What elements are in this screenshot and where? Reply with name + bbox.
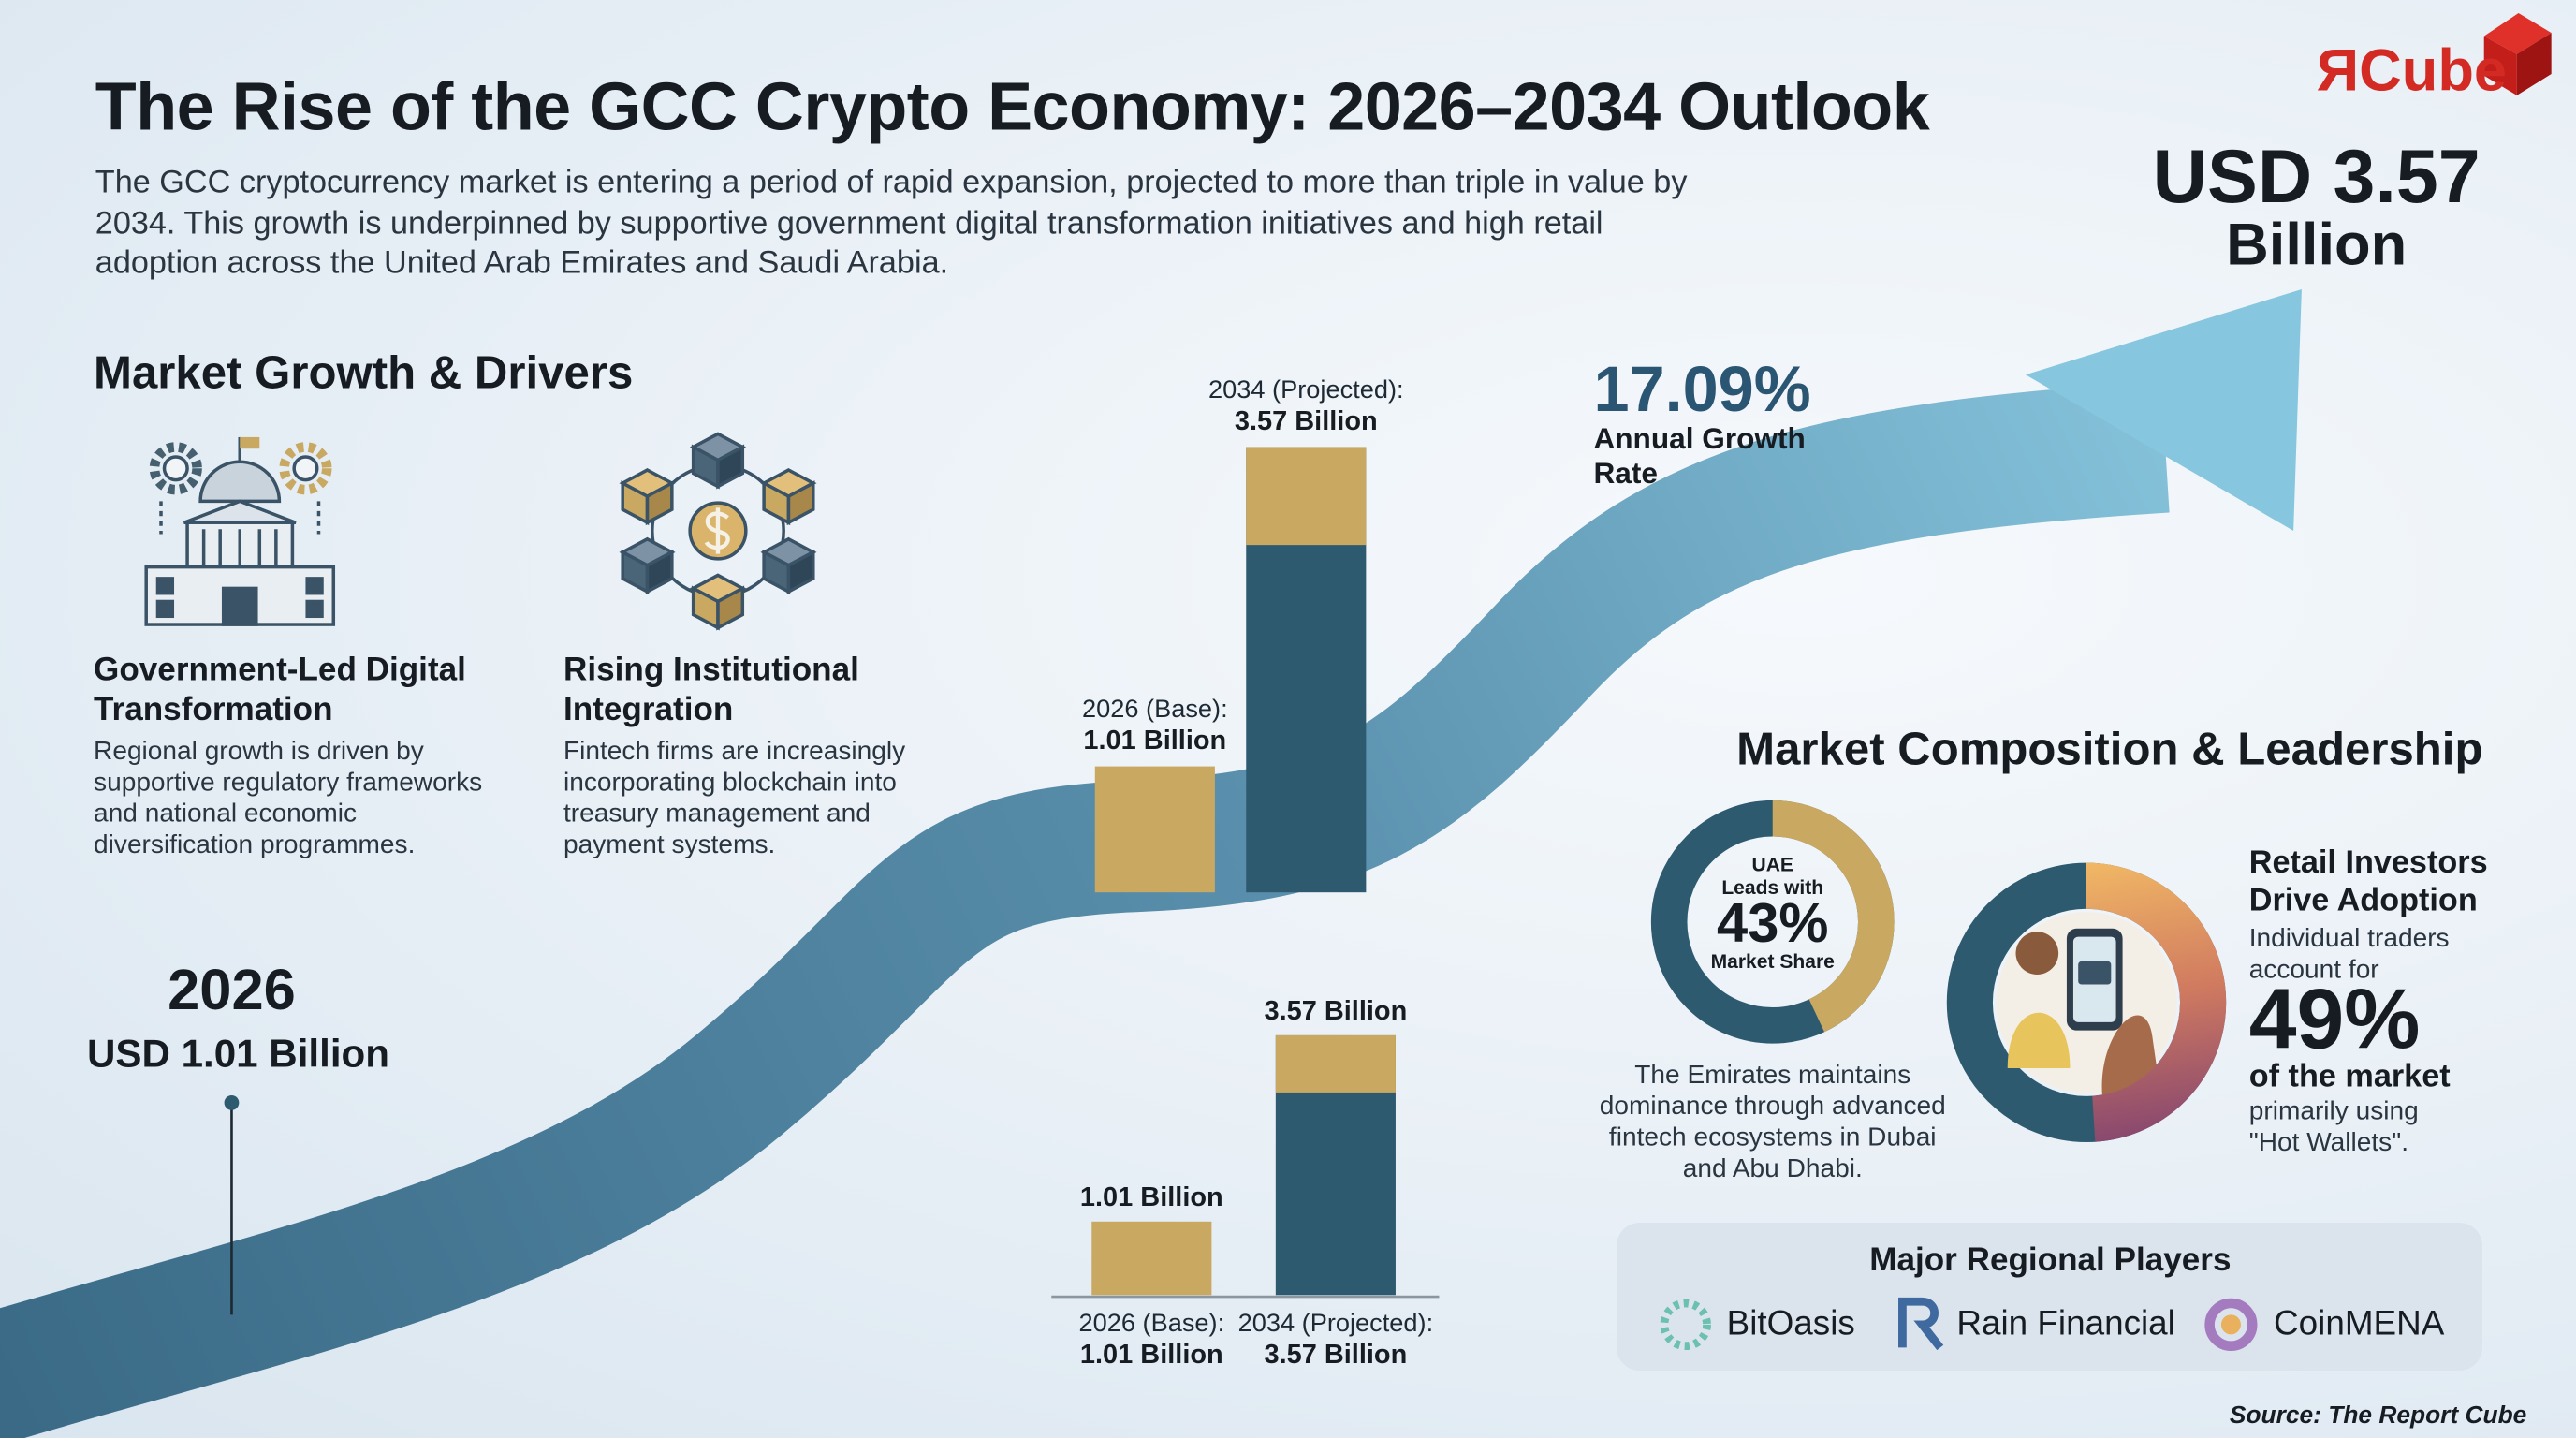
section-heading: Market Growth & Drivers (94, 346, 634, 398)
players-panel (1617, 1223, 2482, 1372)
bar-cap (1275, 1034, 1396, 1093)
bar-cap (1246, 447, 1367, 546)
category-label: 2034 (Projected): (1208, 374, 1404, 404)
category-label: 2026 (Base): (1078, 1308, 1224, 1337)
donut-segment (1772, 800, 1895, 1033)
growth-label: Annual Growth Rate (1593, 422, 1806, 491)
wallet (2078, 961, 2112, 985)
value-label: 3.57 Billion (1235, 406, 1378, 436)
category-label: 2026 (Base): (1082, 694, 1228, 723)
players-heading: Major Regional Players (1869, 1242, 2232, 1279)
cube-top (2483, 13, 2552, 54)
cube-right (2516, 33, 2552, 95)
start-year: 2026 (168, 958, 296, 1022)
logo-mark: Я (2316, 36, 2360, 104)
logo-cube (2483, 13, 2552, 95)
title: The Rise of the GCC Crypto Economy: 2026… (95, 68, 1930, 145)
panel-box (1617, 1223, 2482, 1372)
uae-text: The Emirates maintains dominance through… (1599, 1061, 1946, 1183)
person-head (2015, 932, 2059, 975)
donut-segment (2086, 862, 2227, 1142)
category-label: 2034 (Projected): (1238, 1308, 1434, 1337)
value-label: 1.01 Billion (1080, 1182, 1223, 1212)
arrow-head (2026, 288, 2302, 531)
retail-title: Retail Investors Drive Adoption (2248, 844, 2488, 919)
rain-logo (1898, 1297, 1944, 1351)
player-name: BitOasis (1726, 1304, 1855, 1343)
charts: 2026 (Base): 1.01 Billion 2034 (Projected)… (1051, 374, 2420, 1370)
player-name: Rain Financial (1956, 1304, 2175, 1343)
value-label: 1.01 Billion (1083, 726, 1226, 756)
value-label: 3.57 Billion (1264, 996, 1407, 1026)
bar (1091, 1221, 1212, 1296)
headline-unit: Billion (2226, 210, 2408, 278)
blockchain-icon (619, 432, 817, 631)
coinmena-logo-core (2220, 1314, 2241, 1335)
growth-rate: 17.09% (1593, 355, 1811, 426)
headline-value: USD 3.57 (2152, 133, 2481, 219)
retail-note: primarily using "Hot Wallets". (2248, 1097, 2419, 1157)
bar (1094, 766, 1215, 893)
donut-value: 43% (1717, 891, 1828, 954)
section-heading: Market Composition & Leadership (1736, 723, 2483, 774)
start-pointer (224, 1094, 240, 1315)
driver-text: Regional growth is driven by supportive … (94, 738, 483, 860)
start-value: USD 1.01 Billion (86, 1032, 389, 1077)
value-label: 1.01 Billion (1080, 1340, 1223, 1370)
uae-country: UAE (1751, 853, 1793, 876)
logo-name: Cube (2359, 36, 2508, 104)
donut-value: 49% (2249, 971, 2421, 1066)
retail-intro: Individual traders account for (2248, 925, 2450, 985)
source: Source: The Report Cube (2229, 1401, 2527, 1431)
driver-title: Government-Led Digital Transformation (94, 652, 466, 728)
driver-text: Fintech firms are increasingly incorpora… (563, 738, 906, 860)
description: The GCC cryptocurrency market is enterin… (95, 164, 1688, 282)
player-name: CoinMENA (2274, 1304, 2445, 1343)
person (2007, 1012, 2071, 1069)
retail-suffix: of the market (2248, 1058, 2451, 1095)
value-label: 3.57 Billion (1264, 1340, 1407, 1370)
logo: ЯCube (2317, 37, 2507, 106)
uae-label: Market Share (1710, 949, 1835, 974)
cube-left (2483, 36, 2517, 95)
uae-lead: Leads with (1721, 875, 1824, 900)
driver-title: Rising Institutional Integration (563, 652, 859, 728)
government-icon (144, 436, 336, 626)
pointer-dot (224, 1094, 240, 1110)
coinmena-logo (2204, 1298, 2258, 1351)
